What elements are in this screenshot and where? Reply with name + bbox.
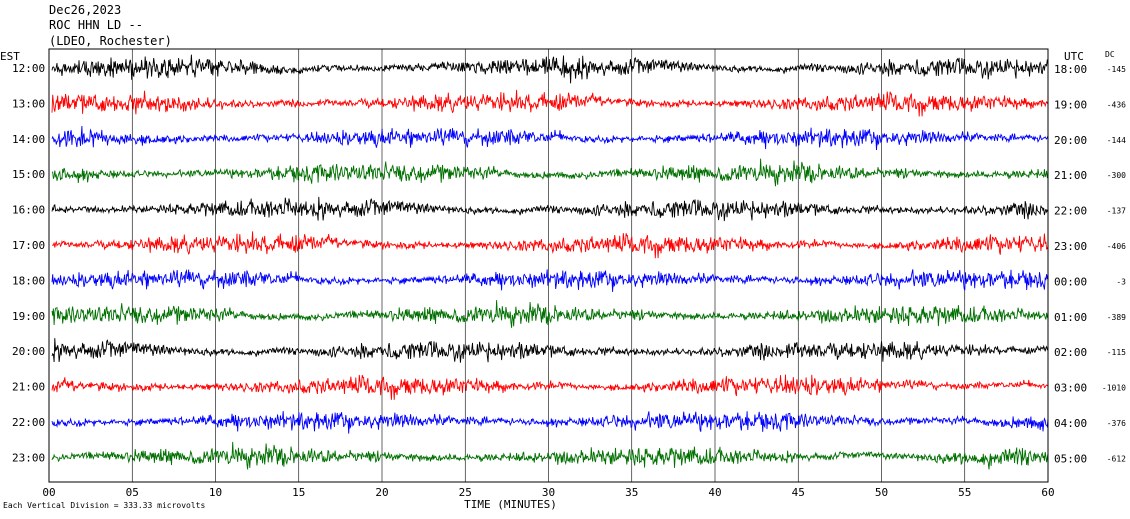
utc-hour-label: 19:00: [1054, 98, 1087, 111]
x-tick-label: 60: [1041, 486, 1054, 499]
time-grid: [131, 49, 966, 482]
est-hour-label: 22:00: [12, 416, 45, 429]
est-hour-label: 15:00: [12, 168, 45, 181]
utc-hour-label: 18:00: [1054, 63, 1087, 76]
utc-hour-label: 02:00: [1054, 346, 1087, 359]
plot-frame: [48, 48, 1049, 483]
trace-line: [51, 268, 1049, 292]
dc-offset-value: -389: [1107, 313, 1126, 322]
trace-line: [51, 300, 1048, 328]
axis-labels: EST UTC DC 12:00 13:00 14:00 15:00 16:00 17:00 18…: [0, 50, 1126, 511]
est-hour-label: 12:00: [12, 62, 45, 75]
dc-offset-value: -3: [1116, 277, 1126, 286]
utc-axis-label: UTC: [1064, 50, 1084, 63]
x-tick-label: 40: [708, 486, 721, 499]
seismic-traces: [51, 54, 1049, 470]
x-tick-label: 10: [209, 486, 222, 499]
trace-line: [51, 338, 1049, 363]
est-hour-label: 13:00: [12, 97, 45, 110]
est-hour-label: 14:00: [12, 133, 45, 146]
x-tick-label: 20: [375, 486, 388, 499]
dc-offset-value: -144: [1107, 136, 1126, 145]
trace-line: [51, 196, 1049, 222]
dc-column-label: DC: [1105, 50, 1115, 59]
est-hour-label: 18:00: [12, 274, 45, 287]
x-axis-title: TIME (MINUTES): [464, 498, 557, 511]
dc-offset-value: -436: [1107, 100, 1126, 109]
trace-line: [51, 441, 1049, 470]
trace-line: [51, 54, 1049, 84]
x-tick-label: 00: [42, 486, 55, 499]
x-tick-label: 05: [126, 486, 139, 499]
x-tick-label: 25: [459, 486, 472, 499]
network-name: (LDEO, Rochester): [49, 34, 172, 48]
est-hour-label: 23:00: [12, 451, 45, 464]
utc-hour-label: 05:00: [1054, 452, 1087, 465]
est-hour-label: 17:00: [12, 239, 45, 252]
dc-offset-value: -145: [1107, 65, 1126, 74]
trace-line: [51, 158, 1049, 187]
utc-hour-label: 22:00: [1054, 205, 1087, 218]
plot-date: Dec26,2023: [49, 3, 122, 17]
est-axis-label: EST: [0, 50, 20, 63]
trace-line: [51, 411, 1049, 434]
x-tick-label: 50: [875, 486, 888, 499]
station-code: ROC HHN LD --: [49, 18, 143, 32]
trace-line: [51, 374, 1049, 400]
dc-offset-value: -115: [1107, 348, 1126, 357]
utc-hour-label: 23:00: [1054, 240, 1087, 253]
x-tick-label: 15: [292, 486, 305, 499]
est-hour-label: 16:00: [12, 204, 45, 217]
scale-note: Each Vertical Division = 333.33 microvol…: [3, 501, 205, 510]
trace-line: [51, 89, 1049, 117]
utc-hour-label: 21:00: [1054, 169, 1087, 182]
dc-offset-value: -300: [1107, 171, 1126, 180]
dc-offset-value: -1010: [1102, 384, 1126, 393]
x-tick-label: 35: [625, 486, 638, 499]
dc-offset-value: -137: [1107, 207, 1126, 216]
utc-hour-label: 20:00: [1054, 134, 1087, 147]
est-hour-label: 21:00: [12, 381, 45, 394]
x-tick-label: 45: [792, 486, 805, 499]
utc-hour-label: 01:00: [1054, 311, 1087, 324]
est-hour-label: 19:00: [12, 310, 45, 323]
dc-offset-value: -406: [1107, 242, 1126, 251]
dc-offset-value: -612: [1107, 454, 1126, 463]
utc-hour-label: 00:00: [1054, 275, 1087, 288]
utc-hour-label: 03:00: [1054, 382, 1087, 395]
trace-line: [51, 231, 1049, 259]
x-tick-label: 30: [542, 486, 555, 499]
utc-hour-label: 04:00: [1054, 417, 1087, 430]
trace-line: [51, 125, 1049, 151]
est-hour-label: 20:00: [12, 345, 45, 358]
x-tick-label: 55: [958, 486, 971, 499]
dc-offset-value: -376: [1107, 419, 1126, 428]
